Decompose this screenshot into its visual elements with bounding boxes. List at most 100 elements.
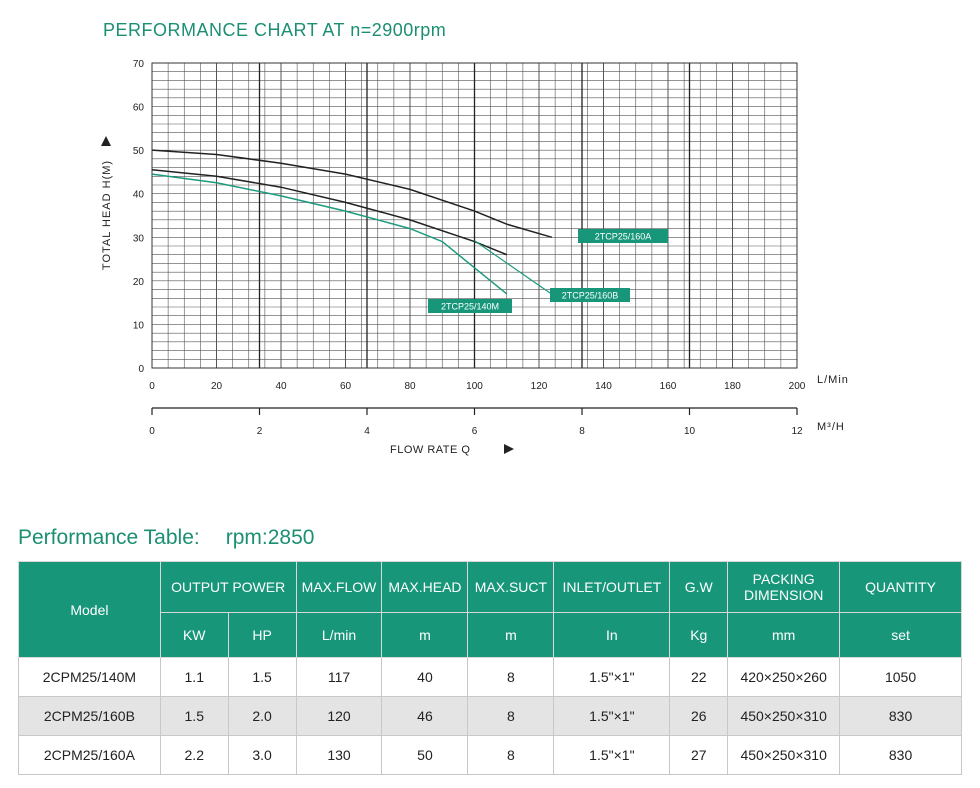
cell-hp: 2.0 (227, 696, 297, 736)
cell-packing: 450×250×310 (727, 735, 841, 775)
curve-label-box (578, 229, 668, 243)
cell-inlet-outlet: 1.5"×1" (553, 696, 671, 736)
x2-tick-label: 12 (791, 426, 803, 437)
cell-kw: 1.5 (159, 696, 229, 736)
th-max-suct: MAX.SUCT (467, 561, 555, 613)
table-row: 2CPM25/160A 2.2 3.0 130 50 8 1.5"×1" 27 … (18, 735, 962, 775)
x-tick-label: 160 (660, 381, 677, 392)
cell-kw: 1.1 (159, 657, 229, 697)
cell-max-suct: 8 (467, 657, 555, 697)
x-tick-label: 140 (595, 381, 612, 392)
y-axis-title: TOTAL HEAD H(M) (101, 160, 113, 270)
x2-unit-label: M³/H (817, 421, 845, 433)
cell-max-head: 40 (381, 657, 469, 697)
chart-title: PERFORMANCE CHART AT n=2900rpm (103, 20, 447, 40)
table-header-row: Model OUTPUT POWER MAX.FLOW MAX.HEAD MAX… (18, 561, 962, 658)
x-tick-label: 120 (531, 381, 548, 392)
cell-gw: 22 (669, 657, 729, 697)
cell-model: 2CPM25/160A (18, 735, 161, 775)
cell-max-flow: 120 (295, 696, 383, 736)
x2-tick-label: 10 (684, 426, 696, 437)
x-tick-label: 60 (340, 381, 352, 392)
x-tick-label: 20 (211, 381, 223, 392)
cell-hp: 3.0 (227, 735, 297, 775)
table-unit-row: KW HP L/min m m In Kg mm set (19, 612, 962, 658)
unit-mm: mm (727, 612, 841, 658)
unit-head-m: m (381, 612, 469, 658)
table-row: 2CPM25/140M 1.1 1.5 117 40 8 1.5"×1" 22 … (18, 657, 962, 697)
cell-inlet-outlet: 1.5"×1" (553, 735, 671, 775)
x-unit-label: L/Min (817, 374, 849, 386)
x-axis-title: FLOW RATE Q (390, 444, 470, 456)
cell-quantity: 830 (839, 696, 962, 736)
x2-tick-label: 0 (149, 426, 155, 437)
unit-hp: HP (227, 612, 297, 658)
y-tick-label: 10 (133, 320, 145, 331)
cell-max-suct: 8 (467, 696, 555, 736)
curve-label-text: 2TCP25/160B (562, 291, 619, 301)
th-max-head: MAX.HEAD (381, 561, 469, 613)
x-tick-label: 40 (275, 381, 287, 392)
y-tick-label: 40 (133, 190, 145, 201)
table-heading-text: Performance Table: (18, 526, 200, 549)
curve-label-box (428, 299, 512, 313)
curve-label-text: 2TCP25/160A (595, 232, 652, 242)
th-max-flow: MAX.FLOW (295, 561, 383, 613)
table-heading: Performance Table: rpm:2850 (18, 526, 314, 550)
cell-kw: 2.2 (159, 735, 229, 775)
chart-series (151, 149, 553, 295)
y-tick-label: 60 (133, 103, 145, 114)
curve-label-text: 2TCP25/140M (441, 302, 499, 312)
y-tick-label: 50 (133, 146, 145, 157)
cell-model: 2CPM25/160B (18, 696, 161, 736)
chart-grid (151, 62, 798, 369)
cell-hp: 1.5 (227, 657, 297, 697)
curve-label: 2TCP25/140M (428, 299, 512, 313)
x2-tick-label: 6 (472, 426, 478, 437)
th-inlet-outlet: INLET/OUTLET (553, 561, 671, 613)
unit-suct-m: m (467, 612, 555, 658)
x2-tick-label: 4 (364, 426, 370, 437)
y-tick-label: 0 (138, 364, 144, 375)
th-gw: G.W (669, 561, 729, 613)
chart-labels: 2TCP25/160A 2TCP25/160B 2TCP25/140M (428, 229, 668, 313)
performance-table: Model OUTPUT POWER MAX.FLOW MAX.HEAD MAX… (18, 561, 962, 775)
unit-kw: KW (159, 612, 229, 658)
unit-in: In (553, 612, 671, 658)
cell-quantity: 830 (839, 735, 962, 775)
cell-packing: 450×250×310 (727, 696, 841, 736)
unit-kg: Kg (669, 612, 729, 658)
x-tick-label: 0 (149, 381, 155, 392)
cell-model: 2CPM25/140M (18, 657, 161, 697)
th-quantity: QUANTITY (839, 561, 962, 613)
x-tick-label: 100 (466, 381, 483, 392)
cell-gw: 27 (669, 735, 729, 775)
cell-max-head: 46 (381, 696, 469, 736)
curve-label: 2TCP25/160B (474, 240, 630, 302)
x2-tick-label: 2 (257, 426, 263, 437)
cell-inlet-outlet: 1.5"×1" (553, 657, 671, 697)
cell-max-flow: 130 (295, 735, 383, 775)
unit-set: set (839, 612, 962, 658)
th-output-power: OUTPUT POWER (159, 561, 297, 613)
cell-quantity: 1050 (839, 657, 962, 697)
series-line (151, 169, 508, 256)
y-tick-label: 20 (133, 277, 145, 288)
cell-gw: 26 (669, 696, 729, 736)
table-row: 2CPM25/160B 1.5 2.0 120 46 8 1.5"×1" 26 … (18, 696, 962, 736)
curve-label: 2TCP25/160A (578, 229, 668, 243)
x-tick-label: 200 (789, 381, 806, 392)
x-tick-label: 180 (724, 381, 741, 392)
y-axis-arrow-icon (101, 136, 111, 146)
leader-line (474, 240, 551, 294)
unit-lmin: L/min (295, 612, 383, 658)
x-tick-label: 80 (404, 381, 416, 392)
th-model: Model (18, 561, 161, 658)
curve-label-box (550, 288, 630, 302)
cell-max-head: 50 (381, 735, 469, 775)
plot-frame (151, 62, 798, 369)
series-line (151, 173, 508, 295)
x2-tick-label: 8 (579, 426, 585, 437)
